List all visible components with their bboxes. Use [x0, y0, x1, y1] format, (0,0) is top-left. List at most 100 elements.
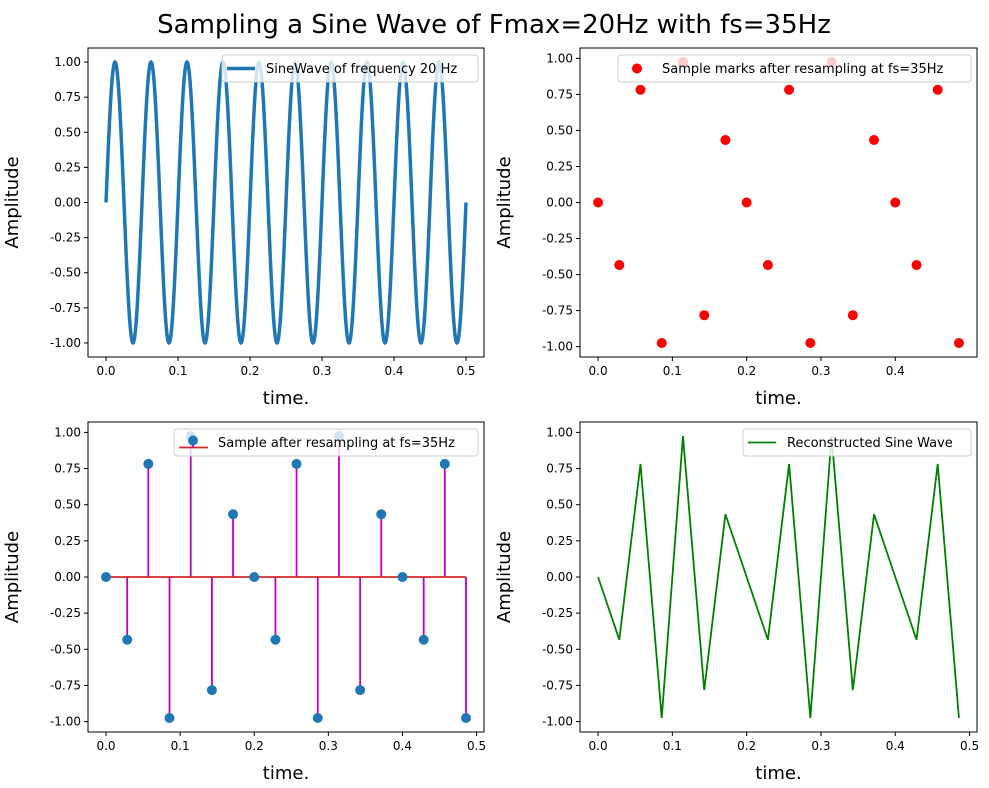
sample-mark-point [762, 260, 773, 271]
legend-box [221, 54, 479, 83]
sample-mark-point [741, 197, 752, 208]
x-tick-label: 0.1 [663, 739, 682, 753]
x-tick-label: 0.0 [589, 364, 608, 378]
stem-marker-point [270, 634, 281, 645]
x-tick-label: 0.2 [240, 364, 259, 378]
sample-mark-point [953, 338, 964, 349]
x-tick-label: 0.5 [456, 364, 475, 378]
legend-label: SineWave of frequency 20 Hz [266, 62, 457, 77]
y-tick-label: 0.50 [54, 125, 81, 139]
legend-label: Reconstructed Sine Wave [787, 436, 953, 451]
legend: Sample marks after resampling at fs=35Hz [617, 54, 972, 83]
x-axis-label: time. [263, 763, 309, 784]
stem-marker-point [460, 712, 471, 723]
reconstructed-line [597, 435, 960, 719]
y-tick-label: 0.00 [54, 196, 81, 210]
legend-box [742, 428, 972, 457]
y-tick-label: 0.50 [546, 123, 573, 137]
stem-marker-point [312, 712, 323, 723]
y-tick-label: -0.50 [542, 268, 573, 282]
y-tick-label: -0.50 [542, 642, 573, 656]
legend-box [173, 428, 479, 457]
plot-area [101, 431, 471, 723]
subplot-1: 0.0 0.1 0.2 0.3 0.4 0.5 -1.00 -0.75 -0.50 -0.25 0.… [2, 47, 485, 409]
sample-mark-point [656, 338, 667, 349]
y-tick-label: 1.00 [54, 425, 81, 439]
x-tick-label: 0.3 [811, 364, 830, 378]
plot-area [104, 59, 468, 346]
stem-marker-point [291, 458, 302, 469]
y-tick-label: -1.00 [50, 715, 81, 729]
legend: Reconstructed Sine Wave [742, 428, 972, 457]
sample-mark-point [784, 84, 795, 95]
y-tick-label: -0.50 [50, 266, 81, 280]
y-tick-label: -0.75 [542, 304, 573, 318]
y-tick-label: 0.75 [546, 462, 573, 476]
y-tick-label: -1.00 [542, 340, 573, 354]
figure-title: Sampling a Sine Wave of Fmax=20Hz with f… [157, 10, 831, 40]
stem-marker-point [418, 634, 429, 645]
y-tick-label: -0.25 [50, 606, 81, 620]
x-tick-label: 0.5 [960, 739, 979, 753]
x-tick-label: 0.2 [737, 739, 756, 753]
x-tick-label: 0.1 [171, 739, 190, 753]
x-tick-label: 0.3 [811, 739, 830, 753]
stem-marker-point [355, 685, 366, 696]
y-axis-label: Amplitude [494, 531, 515, 623]
subplot-2: 0.0 0.1 0.2 0.3 0.4 -1.00 -0.75 -0.50 -0.25 0.00 0… [494, 47, 978, 409]
y-axis-label: Amplitude [2, 156, 23, 248]
y-axis-label: Amplitude [2, 531, 23, 623]
plot-area [593, 56, 964, 349]
x-tick-label: 0.0 [96, 364, 115, 378]
sample-mark-point [890, 197, 901, 208]
stem-marker-point [206, 685, 217, 696]
sample-mark-point [932, 84, 943, 95]
x-tick-label: 0.1 [168, 364, 187, 378]
stem-marker-point [122, 634, 133, 645]
legend-label: Sample marks after resampling at fs=35Hz [662, 62, 943, 77]
y-tick-label: 0.50 [54, 498, 81, 512]
x-tick-label: 0.4 [886, 364, 905, 378]
y-tick-label: 0.25 [546, 159, 573, 173]
legend-label: Sample after resampling at fs=35Hz [218, 436, 455, 451]
y-tick-label: 0.25 [546, 534, 573, 548]
sample-mark-point [847, 310, 858, 321]
stem-marker-point [101, 572, 112, 582]
legend: SineWave of frequency 20 Hz [221, 54, 479, 83]
stem-marker-point [397, 572, 408, 582]
y-tick-label: -1.00 [542, 715, 573, 729]
y-tick-label: -0.75 [50, 301, 81, 315]
x-tick-label: 0.4 [886, 739, 905, 753]
x-tick-label: 0.4 [393, 739, 412, 753]
x-tick-label: 0.3 [319, 739, 338, 753]
sample-mark-point [911, 260, 922, 271]
x-tick-label: 0.0 [589, 739, 608, 753]
y-tick-label: 0.50 [546, 498, 573, 512]
x-tick-label: 0.4 [384, 364, 403, 378]
stem-marker-point [143, 458, 154, 469]
y-tick-label: 0.25 [54, 534, 81, 548]
stem-marker-point [376, 509, 387, 520]
sample-mark-point [720, 134, 731, 145]
legend-marker-icon [632, 63, 642, 74]
x-axis-label: time. [755, 388, 801, 409]
stem-marker-point [164, 712, 175, 723]
y-tick-label: -0.25 [50, 231, 81, 245]
sample-mark-point [593, 197, 604, 208]
stem-marker-point [439, 458, 450, 469]
y-tick-label: -0.50 [50, 642, 81, 656]
x-tick-label: 0.2 [245, 739, 264, 753]
x-axis-label: time. [755, 763, 801, 784]
x-tick-label: 0.3 [312, 364, 331, 378]
sample-mark-point [635, 84, 646, 95]
stem-marker-point [249, 572, 260, 582]
y-tick-label: 1.00 [546, 51, 573, 65]
y-tick-label: 0.25 [54, 160, 81, 174]
sample-mark-point [805, 338, 816, 349]
legend-box [617, 54, 972, 83]
legend: Sample after resampling at fs=35Hz [173, 428, 479, 457]
y-tick-label: 0.00 [54, 570, 81, 584]
x-axis-label: time. [263, 388, 309, 409]
subplot-3: 0.0 0.1 0.2 0.3 0.4 0.5 -1.00 -0.75 -0.50 -0.25 0.… [2, 421, 486, 784]
